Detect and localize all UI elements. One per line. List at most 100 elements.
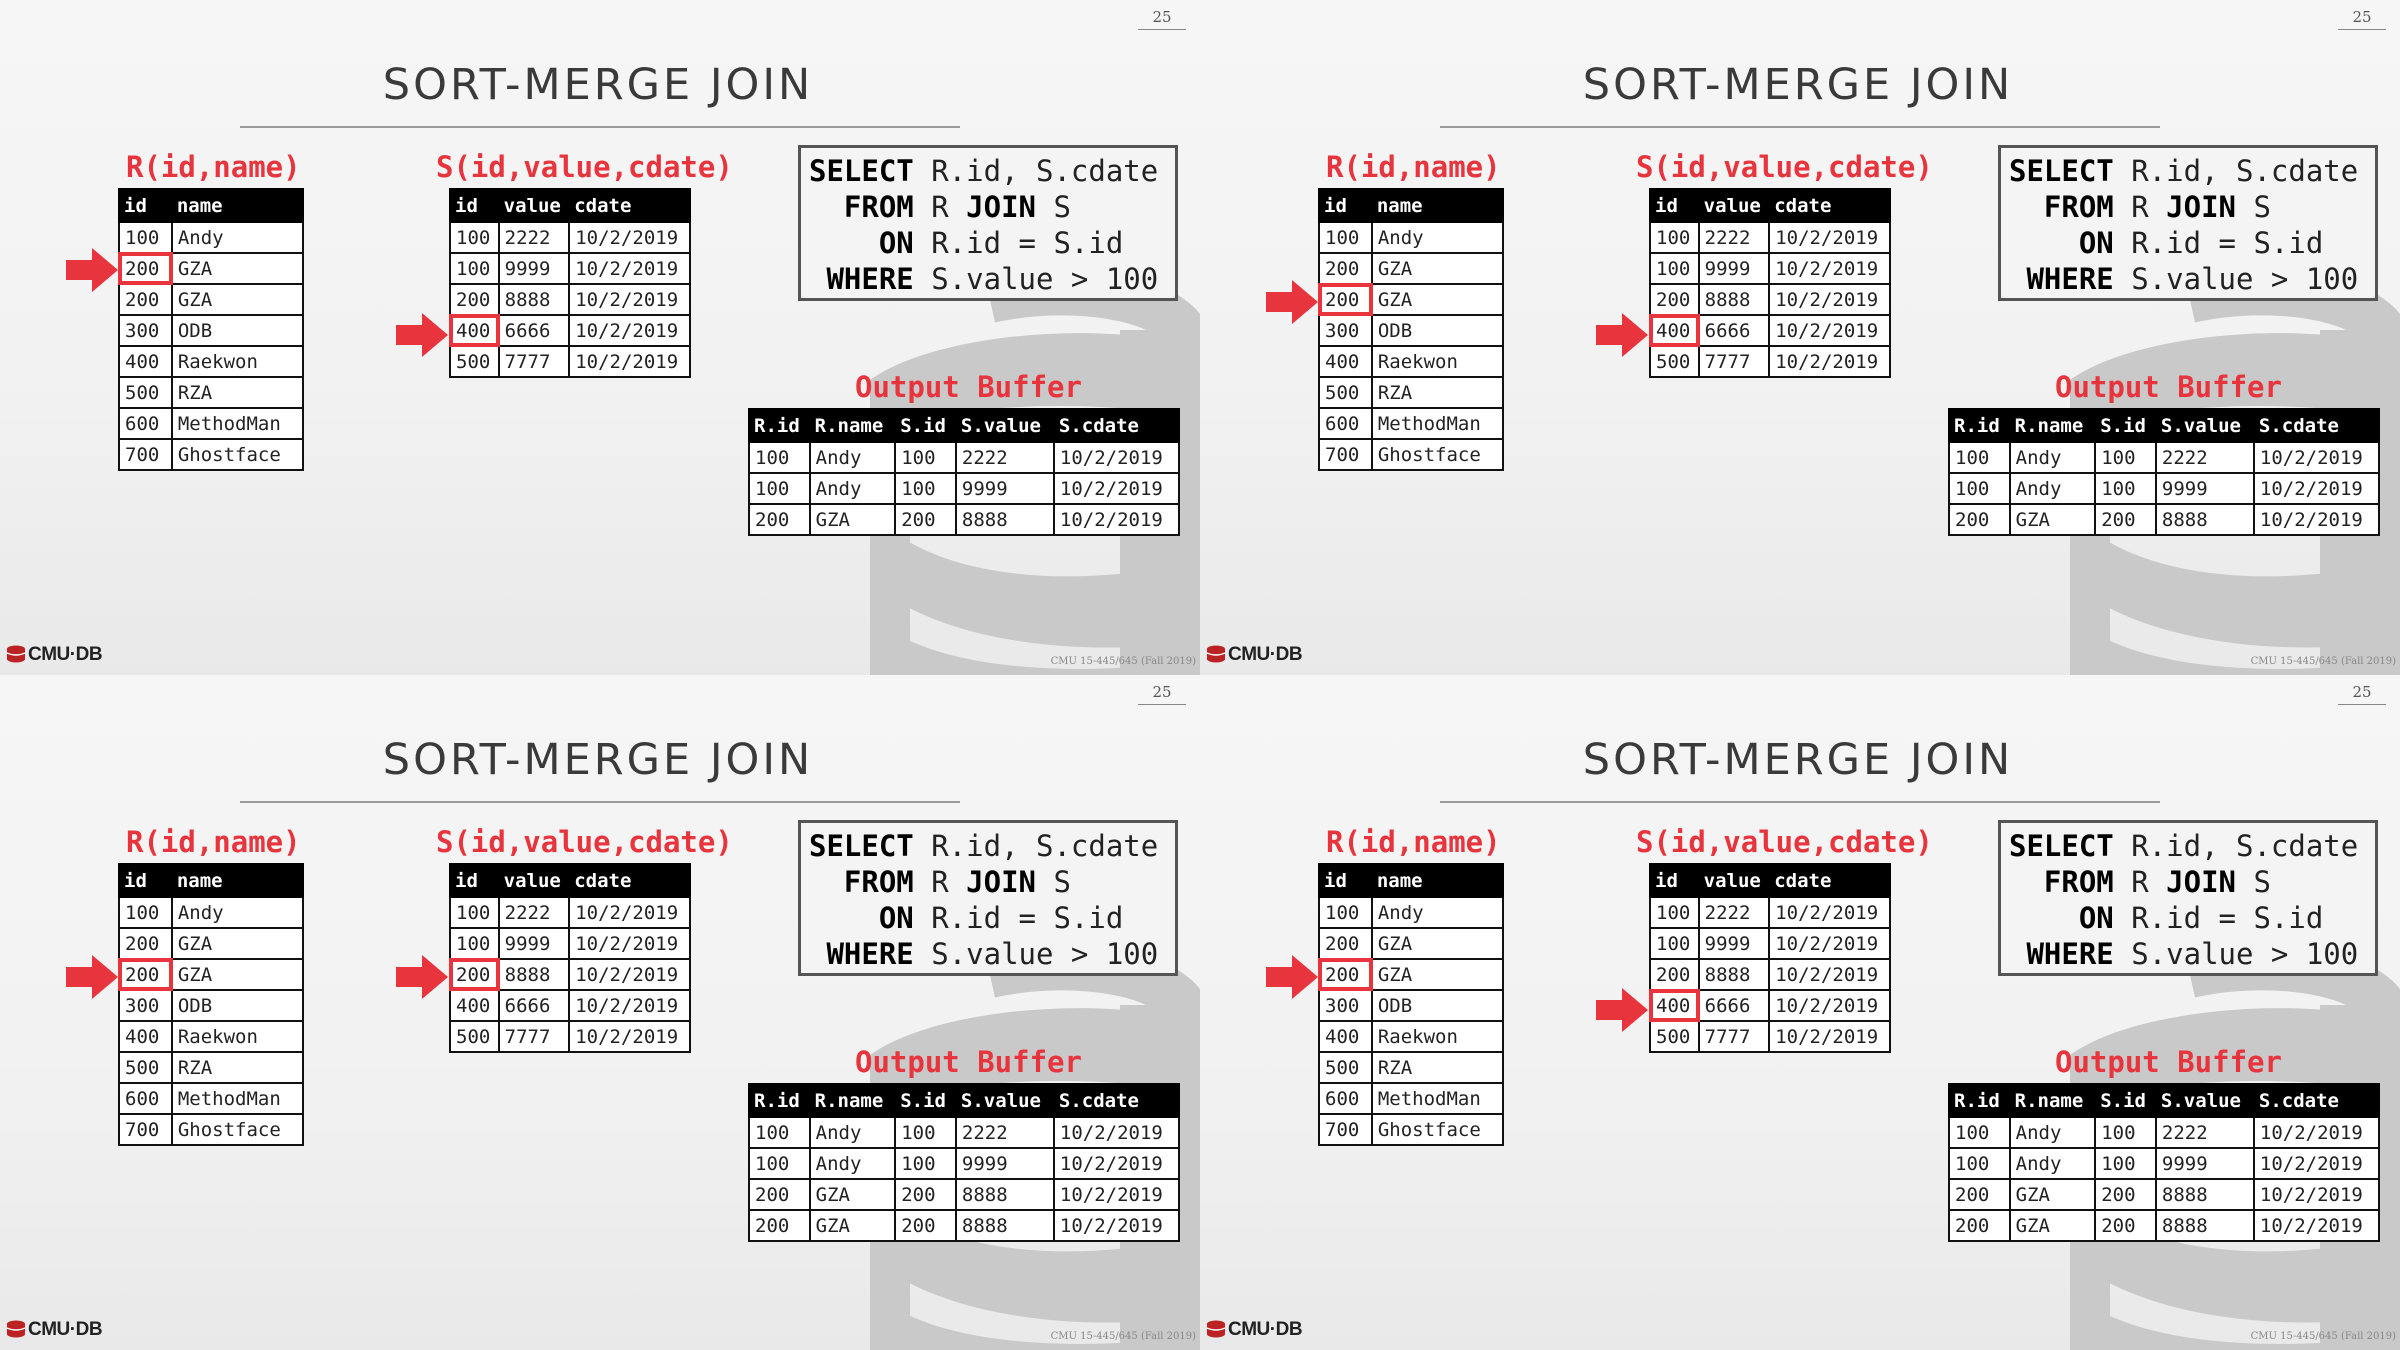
r-cell: GZA: [170, 927, 305, 960]
s-cell: 100: [1649, 896, 1700, 929]
r-header-cell: name: [170, 188, 305, 223]
r-cell: 300: [118, 989, 173, 1022]
output-cell: 10/2/2019: [1052, 472, 1181, 505]
s-table: id value cdate 100 2222 10/2/2019 100 9999 10/2…: [449, 863, 691, 1053]
r-row: 500 RZA: [118, 376, 305, 409]
s-cell: 6666: [497, 314, 571, 347]
s-header-cell: id: [1649, 863, 1700, 898]
s-cell: 10/2/2019: [1768, 927, 1891, 960]
r-row: 700 Ghostface: [1318, 438, 1505, 471]
r-table-label: R(id,name): [126, 150, 301, 184]
sql-keyword: WHERE: [2026, 937, 2114, 971]
r-cell: RZA: [170, 1051, 305, 1084]
s-row: 200 8888 10/2/2019: [1649, 283, 1891, 316]
s-row: 500 7777 10/2/2019: [1649, 1020, 1891, 1053]
output-cell: GZA: [808, 1178, 897, 1211]
s-cell: 10/2/2019: [568, 252, 691, 285]
r-row: 100 Andy: [1318, 896, 1505, 929]
r-cell: 100: [118, 221, 173, 254]
sql-keyword: WHERE: [826, 937, 914, 971]
s-cursor-arrow-icon: [1596, 988, 1648, 1033]
r-row: 200 GZA: [118, 927, 305, 960]
r-cell: 400: [118, 1020, 173, 1053]
sql-text: S.value > 100: [2113, 262, 2359, 296]
s-cell: 100: [449, 927, 500, 960]
s-header-cell: value: [497, 188, 571, 223]
r-cell: 200: [118, 927, 173, 960]
r-cell: 200: [1318, 927, 1373, 960]
s-cell: 9999: [497, 252, 571, 285]
r-cell: Ghostface: [170, 438, 305, 471]
page-number: 25: [2338, 8, 2386, 30]
cmu-db-logo: CMU·DB: [1206, 644, 1303, 666]
r-row: 300 ODB: [1318, 314, 1505, 347]
r-cell: ODB: [170, 314, 305, 347]
s-cell: 10/2/2019: [1768, 958, 1891, 991]
page-number: 25: [1138, 8, 1186, 30]
r-row: 200 GZA: [1318, 927, 1505, 960]
r-row: 300 ODB: [1318, 989, 1505, 1022]
output-cell: 10/2/2019: [2252, 1178, 2381, 1211]
output-cell: 2222: [2154, 441, 2255, 474]
s-header-cell: id: [449, 188, 500, 223]
slide-1: 25 SORT-MERGE JOIN R(id,name) S(id,value…: [0, 0, 1200, 675]
page-number: 25: [2338, 683, 2386, 705]
s-cell: 500: [449, 1020, 500, 1053]
r-row: 200 GZA: [118, 958, 305, 991]
title-underline: [1440, 126, 2160, 128]
s-cell: 10/2/2019: [1768, 1020, 1891, 1053]
sql-keyword: FROM: [2043, 865, 2114, 899]
slide-title: SORT-MERGE JOIN: [382, 60, 814, 110]
r-cell: 700: [118, 1113, 173, 1146]
r-row: 600 MethodMan: [118, 1082, 305, 1115]
s-row: 500 7777 10/2/2019: [449, 1020, 691, 1053]
logo-text: CMU·DB: [1228, 644, 1303, 665]
r-cell: Raekwon: [170, 345, 305, 378]
sql-text: S.value > 100: [913, 262, 1159, 296]
r-row: 700 Ghostface: [1318, 1113, 1505, 1146]
cmu-db-logo: CMU·DB: [6, 1319, 103, 1341]
output-cell: 200: [894, 1209, 957, 1242]
s-cell: 6666: [497, 989, 571, 1022]
r-row: 600 MethodMan: [1318, 1082, 1505, 1115]
s-cell: 2222: [497, 221, 571, 254]
s-header-cell: cdate: [568, 188, 691, 223]
s-cell: 8888: [1697, 958, 1771, 991]
r-cursor-arrow-icon: [66, 247, 118, 292]
output-cell: GZA: [808, 1209, 897, 1242]
r-cell: 200: [1318, 252, 1373, 285]
output-header-cell: S.id: [2094, 1083, 2157, 1118]
output-cell: 10/2/2019: [1052, 1178, 1181, 1211]
output-cell: GZA: [2008, 1209, 2097, 1242]
s-cell: 10/2/2019: [568, 1020, 691, 1053]
output-cell: 100: [1948, 1116, 2011, 1149]
cmu-db-logo: CMU·DB: [6, 644, 103, 666]
s-cell: 100: [1649, 221, 1700, 254]
sql-text: R.id = S.id: [913, 226, 1124, 260]
database-logo-icon: [1206, 1320, 1226, 1338]
output-cell: 100: [894, 1116, 957, 1149]
r-table-label: R(id,name): [1326, 825, 1501, 859]
output-buffer-label: Output Buffer: [2055, 1045, 2282, 1079]
output-cell: 200: [894, 1178, 957, 1211]
s-header-cell: cdate: [568, 863, 691, 898]
s-header-cell: value: [497, 863, 571, 898]
s-cell: 400: [449, 314, 500, 347]
r-cell: 500: [118, 1051, 173, 1084]
output-cell: 2222: [954, 1116, 1055, 1149]
r-cell: GZA: [170, 252, 305, 285]
sql-keyword: FROM: [843, 865, 914, 899]
r-cell: ODB: [170, 989, 305, 1022]
r-cell: 300: [118, 314, 173, 347]
s-row: 400 6666 10/2/2019: [449, 989, 691, 1022]
r-header-cell: name: [1370, 188, 1505, 223]
output-row: 100 Andy 100 9999 10/2/2019: [748, 472, 1181, 505]
r-header-cell: name: [1370, 863, 1505, 898]
r-cell: Ghostface: [1370, 1113, 1505, 1146]
s-cell: 2222: [1697, 896, 1771, 929]
r-table: id name 100 Andy 200 GZA 200 GZA 300 ODB 400 Raekw…: [1318, 863, 1505, 1146]
r-row: 300 ODB: [118, 989, 305, 1022]
output-cell: Andy: [808, 1116, 897, 1149]
s-cell: 100: [449, 221, 500, 254]
output-row: 100 Andy 100 2222 10/2/2019: [1948, 441, 2381, 474]
